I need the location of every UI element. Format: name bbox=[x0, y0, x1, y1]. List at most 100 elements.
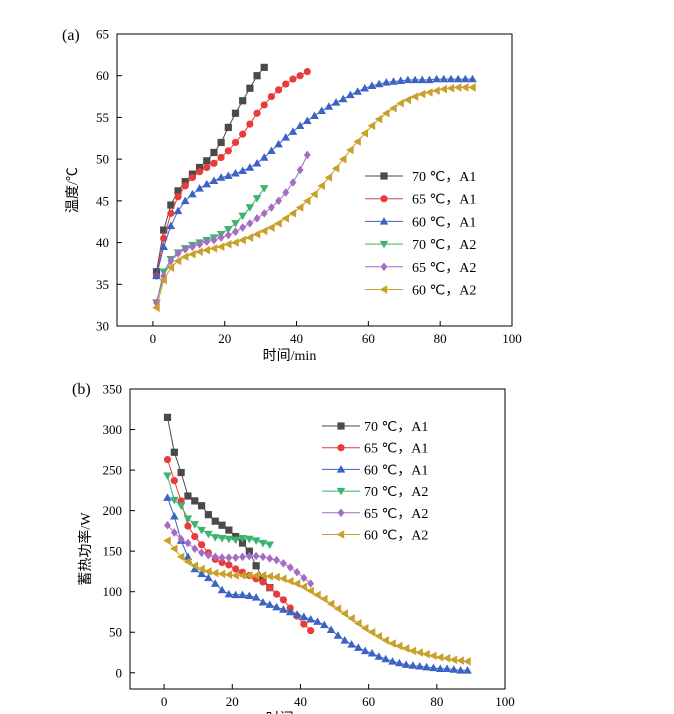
series-6 bbox=[163, 536, 471, 666]
data-point bbox=[288, 209, 297, 218]
data-point bbox=[177, 534, 185, 544]
data-point bbox=[289, 75, 297, 83]
legend-marker bbox=[336, 530, 345, 539]
legend-label: 60 ℃，A1 bbox=[364, 463, 428, 478]
data-point bbox=[446, 83, 455, 93]
data-point bbox=[174, 187, 182, 195]
data-point bbox=[163, 536, 171, 545]
data-point bbox=[279, 574, 287, 584]
data-point bbox=[170, 448, 178, 456]
legend-marker bbox=[379, 217, 389, 225]
data-point bbox=[238, 590, 247, 599]
data-point bbox=[224, 147, 232, 155]
legend-marker bbox=[337, 444, 345, 452]
data-point bbox=[310, 189, 318, 199]
y-tick-label: 40 bbox=[96, 235, 109, 250]
data-point bbox=[224, 225, 233, 234]
data-point bbox=[367, 121, 376, 131]
data-point bbox=[259, 226, 268, 236]
data-point bbox=[170, 477, 178, 485]
data-point bbox=[177, 468, 185, 477]
data-point bbox=[238, 212, 247, 221]
data-point bbox=[292, 610, 302, 618]
data-point bbox=[461, 83, 469, 92]
data-point bbox=[245, 233, 254, 242]
data-point bbox=[210, 579, 220, 587]
data-point bbox=[232, 227, 239, 237]
data-point bbox=[338, 154, 347, 164]
data-point bbox=[174, 249, 182, 258]
data-point bbox=[253, 72, 261, 80]
data-point bbox=[306, 586, 314, 596]
data-point bbox=[170, 511, 179, 520]
data-point bbox=[245, 163, 255, 171]
legend-label: 60 ℃，A1 bbox=[412, 215, 476, 230]
data-point bbox=[216, 173, 226, 181]
data-point bbox=[159, 275, 167, 285]
y-tick-label: 50 bbox=[96, 152, 109, 167]
data-point bbox=[381, 654, 390, 663]
data-point bbox=[272, 572, 280, 582]
data-point bbox=[260, 101, 268, 109]
data-point bbox=[184, 538, 192, 548]
data-point bbox=[252, 229, 261, 239]
data-point bbox=[272, 602, 281, 611]
data-point bbox=[166, 263, 175, 272]
data-point bbox=[374, 631, 383, 641]
data-point bbox=[389, 103, 397, 113]
data-point bbox=[347, 640, 356, 648]
data-point bbox=[313, 590, 321, 600]
chart-panel-b: 0 20 40 60 80 100 0 50 100 150 200 250 300 350 时间/min 蓄… bbox=[72, 381, 515, 714]
data-point bbox=[238, 539, 247, 547]
series-4 bbox=[163, 472, 275, 549]
data-point bbox=[468, 83, 476, 92]
data-point bbox=[258, 539, 268, 548]
data-point bbox=[210, 148, 218, 157]
data-point bbox=[204, 511, 213, 519]
x-axis-label: 时间/min bbox=[263, 348, 317, 364]
data-point bbox=[463, 666, 472, 674]
y-tick-label: 150 bbox=[103, 544, 123, 559]
data-point bbox=[163, 455, 172, 464]
data-point bbox=[300, 573, 308, 583]
data-point bbox=[211, 552, 219, 562]
data-point bbox=[231, 536, 240, 545]
data-point bbox=[197, 526, 206, 535]
data-point bbox=[388, 639, 396, 648]
data-point bbox=[204, 550, 212, 560]
data-point bbox=[320, 594, 328, 604]
data-point bbox=[468, 74, 477, 83]
x-tick-label: 20 bbox=[218, 331, 231, 346]
x-tick-label: 0 bbox=[150, 331, 157, 346]
x-tick-label: 60 bbox=[362, 331, 375, 346]
data-point bbox=[274, 219, 282, 228]
data-point bbox=[346, 90, 355, 99]
data-point bbox=[403, 75, 413, 84]
data-point bbox=[170, 496, 179, 505]
data-point bbox=[152, 303, 160, 312]
data-point bbox=[353, 137, 361, 146]
data-point bbox=[225, 561, 233, 569]
data-point bbox=[260, 63, 268, 71]
y-tick-label: 100 bbox=[103, 584, 123, 599]
data-point bbox=[306, 614, 315, 623]
data-point bbox=[202, 245, 210, 255]
data-point bbox=[446, 74, 456, 83]
data-point bbox=[210, 159, 218, 167]
data-point bbox=[232, 565, 240, 573]
data-point bbox=[188, 173, 197, 182]
data-point bbox=[307, 627, 315, 635]
data-point bbox=[317, 106, 326, 114]
data-point bbox=[239, 130, 247, 138]
y-axis-label: 温度/℃ bbox=[65, 167, 81, 213]
data-point bbox=[252, 562, 260, 570]
data-point bbox=[456, 656, 464, 665]
data-point bbox=[209, 244, 218, 253]
data-point bbox=[300, 620, 308, 628]
data-point bbox=[195, 168, 204, 176]
data-point bbox=[224, 123, 232, 132]
data-point bbox=[167, 209, 175, 217]
data-point bbox=[232, 553, 240, 562]
legend: 70 ℃，A1 65 ℃，A1 60 ℃，A1 70 ℃，A2 65 ℃，A2 60 ℃，… bbox=[365, 170, 476, 299]
